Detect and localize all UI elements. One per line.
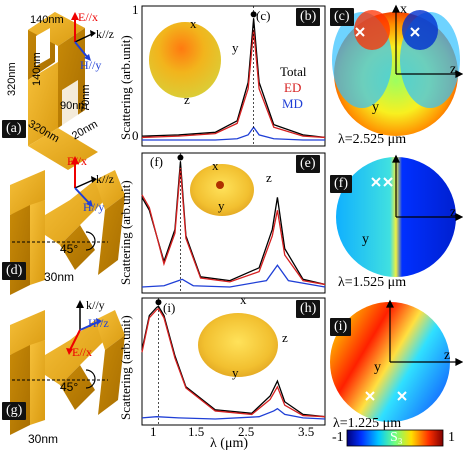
inset-axis-label: y: [232, 40, 239, 55]
panel-tag-b: (b): [296, 8, 321, 26]
inset-axis-label: y: [218, 198, 225, 213]
inset-axis-label: x: [212, 158, 219, 173]
inset-axis-label: x: [190, 16, 197, 31]
angle-label: 45°: [60, 242, 79, 256]
series-line-total: [141, 305, 326, 418]
series-line-ed: [141, 307, 326, 418]
structure-a: [28, 12, 98, 170]
colorbar-min: -1: [332, 430, 344, 445]
panel-tag-g: (g): [2, 402, 27, 420]
lambda-label: λ=1.525 μm: [338, 275, 407, 290]
map-axis-label: z: [450, 62, 457, 77]
field-k-label: k//y: [86, 298, 105, 312]
legend-ed: ED: [284, 80, 302, 95]
spectra-frames: [141, 5, 326, 426]
inset-axis-label: z: [184, 92, 190, 107]
field-h-label: H//y: [83, 200, 105, 214]
field-e-label: E//x: [78, 10, 98, 24]
field-k-label: k//z: [96, 172, 114, 186]
panel-tag-e: (e): [296, 155, 320, 173]
colorbar: [346, 429, 444, 447]
dim-label: 320nm: [6, 62, 18, 96]
inset-axis-label: x: [240, 292, 247, 307]
field-e-label: E//x: [72, 345, 92, 359]
field-h-label: H//y: [80, 58, 102, 72]
inset-axis-label: z: [282, 330, 288, 345]
dim-label: 30nm: [28, 432, 59, 446]
map-axis-label: y: [374, 360, 381, 375]
field-arrows-g: [66, 300, 102, 355]
series-line-md: [141, 264, 326, 288]
field-h-label: H//z: [88, 316, 109, 330]
angle-label: 45°: [60, 380, 79, 394]
lambda-label: λ=2.525 μm: [338, 132, 407, 147]
field-k-label: k//z: [96, 27, 114, 41]
panel-tag-a: (a): [2, 120, 26, 138]
colorbar-max: 1: [448, 430, 455, 445]
map-axis-label: z: [444, 348, 451, 363]
inset-axis-label: z: [266, 170, 272, 185]
x-tick-label: 2.5: [238, 424, 255, 439]
x-axis-title: λ (μm): [210, 436, 249, 451]
y-axis-title: Scattering (arb.unit): [118, 180, 133, 285]
map-axes: [386, 4, 463, 366]
map-axis-label: y: [372, 100, 379, 115]
far-field-inset-e: [190, 164, 254, 216]
dim-label: 140nm: [30, 14, 64, 26]
marker-label-i: (i): [163, 300, 176, 315]
field-e-label: E//x: [67, 154, 87, 168]
y-tick-label: 0: [132, 128, 139, 143]
x-tick-label: 1.5: [188, 424, 205, 439]
map-markers: [355, 27, 420, 401]
map-axis-label: x: [400, 2, 407, 17]
x-tick-label: 3.5: [298, 424, 315, 439]
y-axis-title: Scattering (arb.unit): [118, 315, 133, 420]
dim-label: 30nm: [44, 270, 75, 284]
y-axis-title: Scattering (arb.unit): [118, 35, 133, 140]
far-field-inset-b: [149, 22, 221, 98]
lambda-label: λ=1.225 μm: [333, 416, 402, 431]
series-line-ed: [141, 167, 326, 286]
colorbar-label: S₃: [390, 430, 403, 445]
dim-label: 90nm: [60, 100, 88, 112]
legend-md: MD: [282, 96, 303, 111]
field-arrows-d: [71, 156, 97, 207]
panel-tag-d: (d): [2, 262, 27, 280]
y-tick-label: 1: [132, 2, 139, 17]
far-field-inset-h: [198, 313, 278, 377]
map-axis-label: y: [362, 232, 369, 247]
marker-label-c: (c): [256, 8, 271, 23]
series-line-md: [141, 407, 326, 420]
series-line-total: [141, 161, 326, 286]
x-tick-label: 1: [150, 424, 157, 439]
series-line-ed: [141, 29, 326, 139]
series-line-total: [141, 18, 326, 139]
inset-axis-label: y: [232, 365, 239, 380]
map-axis-label: z: [450, 205, 457, 220]
panel-tag-i: (i): [330, 318, 352, 336]
panel-tag-f: (f): [330, 175, 352, 193]
legend-total: Total: [280, 64, 307, 79]
marker-label-f: (f): [150, 154, 163, 169]
dim-label: 140nm: [31, 52, 43, 86]
field-arrows-a: [71, 12, 96, 61]
panel-tag-c: (c): [330, 8, 354, 26]
panel-tag-h: (h): [296, 300, 321, 318]
series-line-md: [142, 126, 325, 141]
